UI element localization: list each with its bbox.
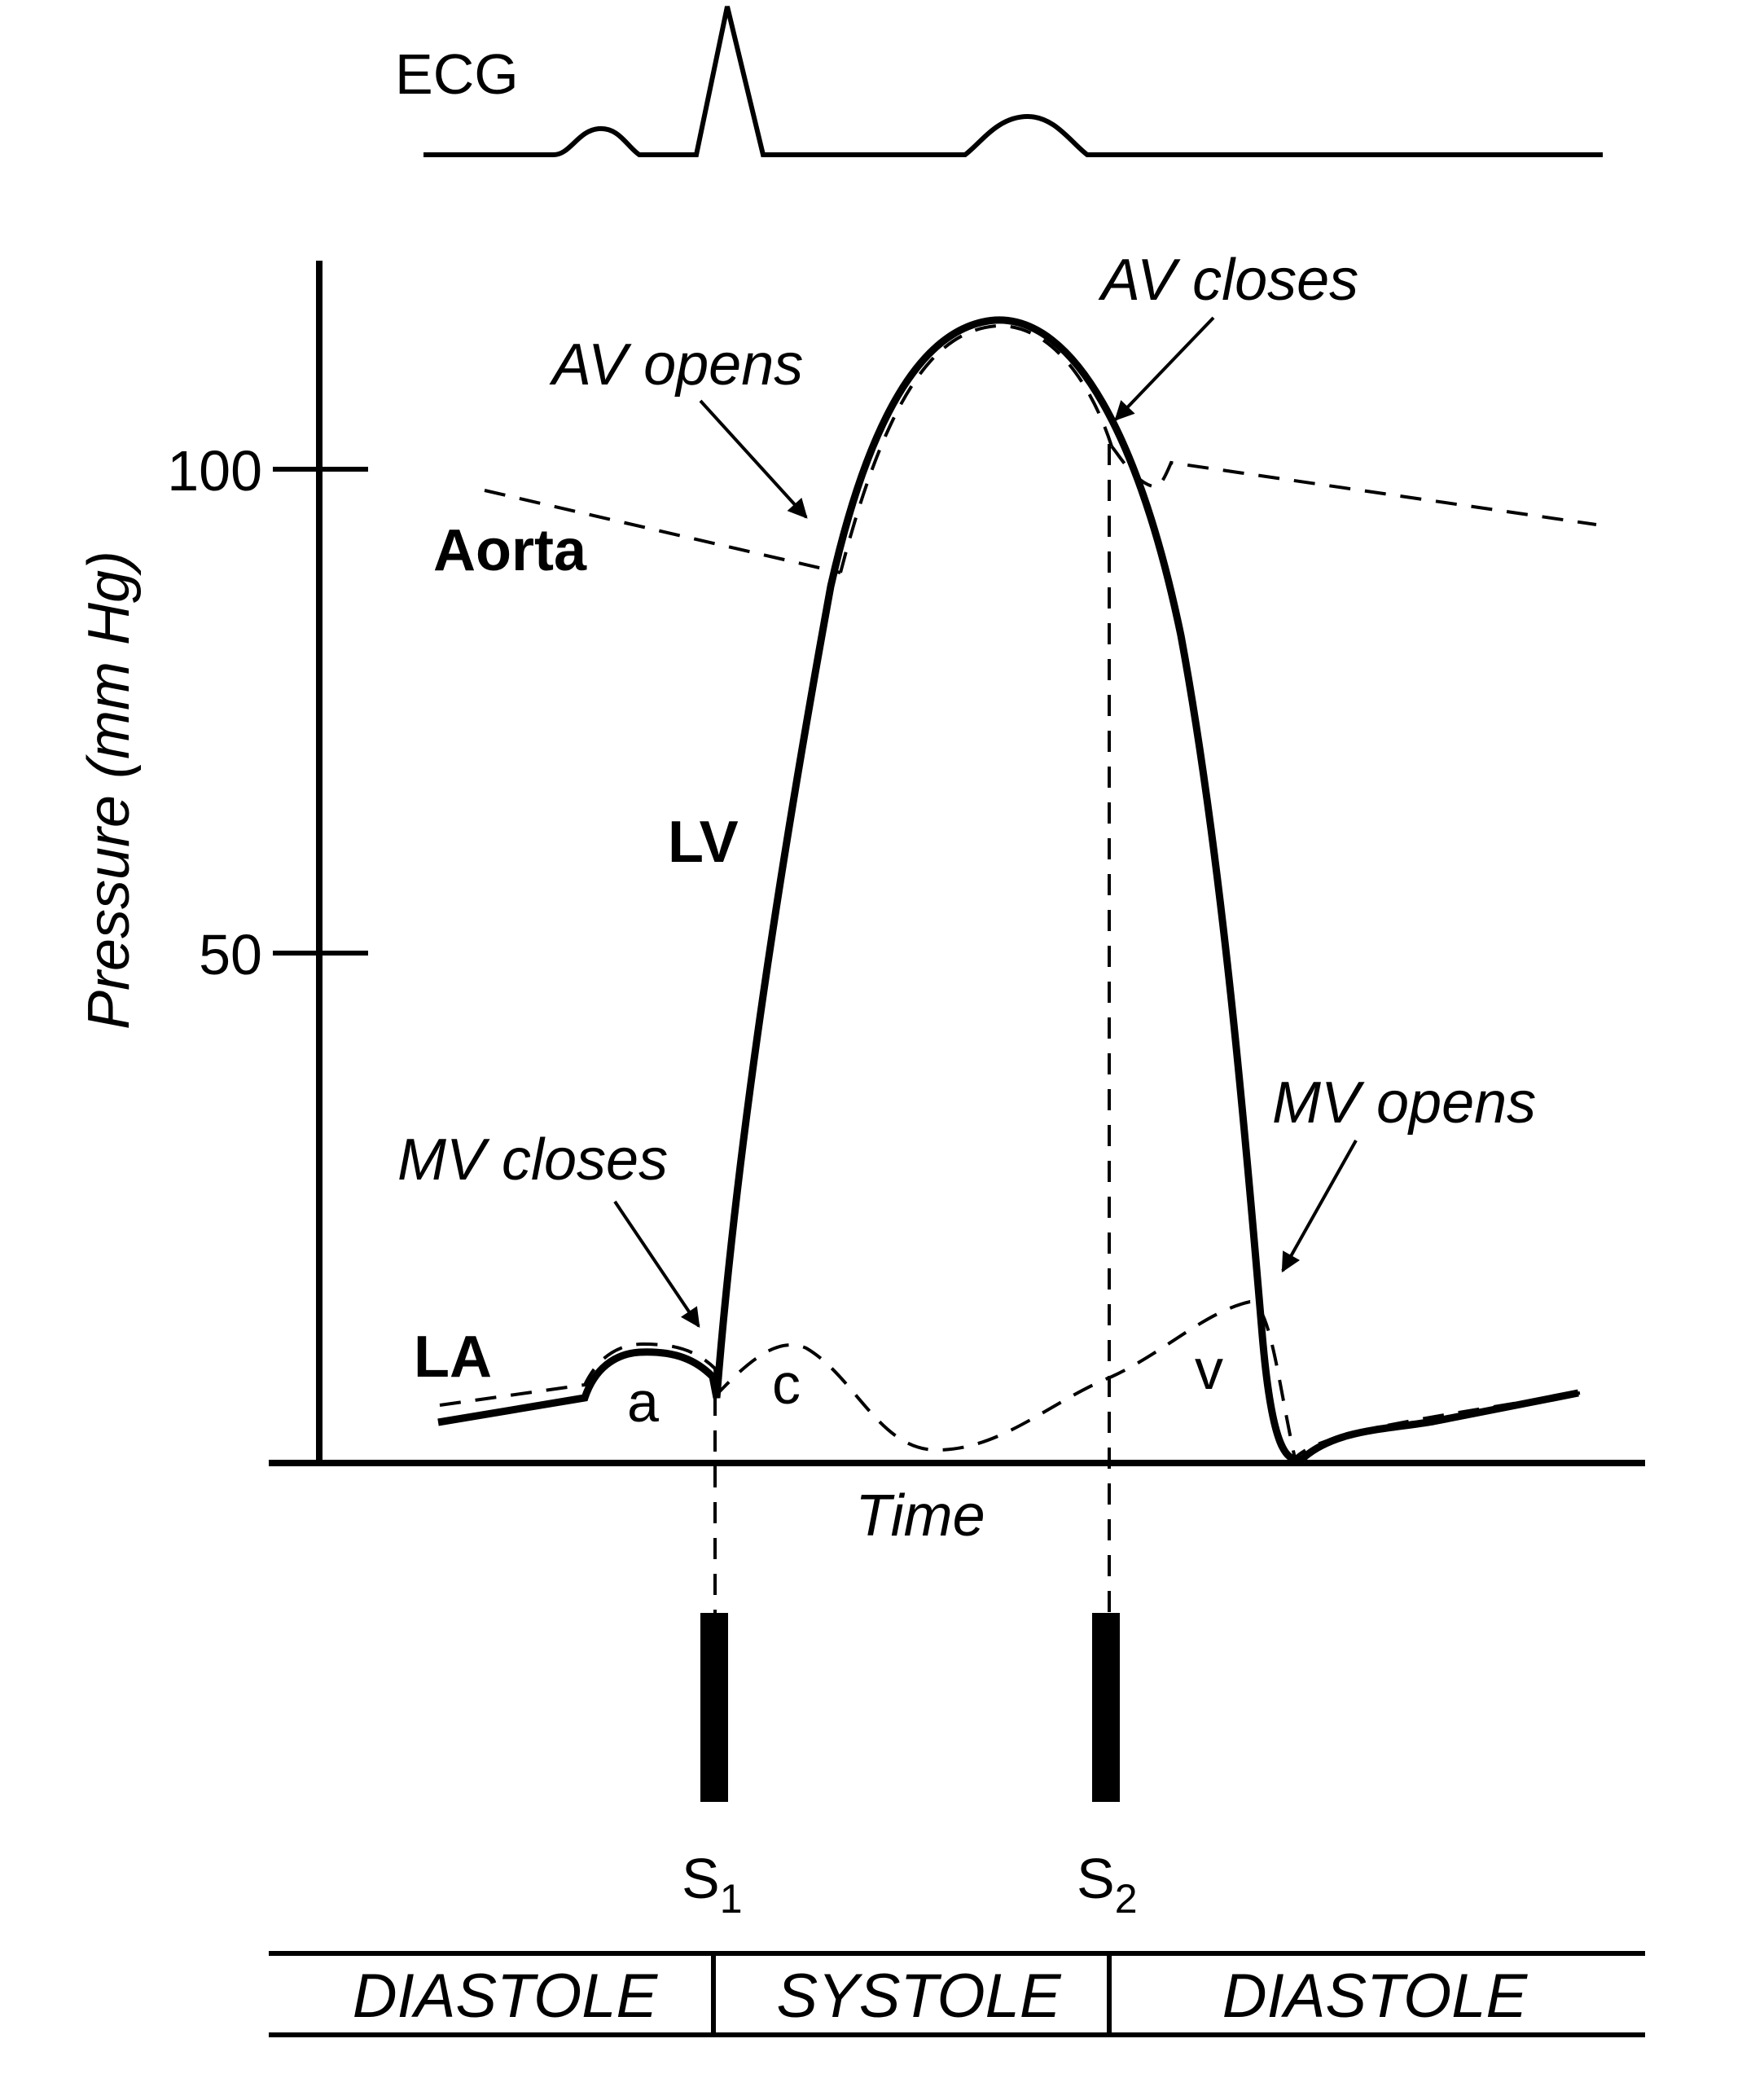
y-axis-title: Pressure (mm Hg): [77, 551, 142, 1030]
wave-v-label: v: [1195, 1338, 1223, 1401]
aorta-label: Aorta: [433, 518, 587, 583]
aorta-pressure-curve-post: [1110, 445, 1597, 526]
mv-closes-label: MV closes: [397, 1127, 668, 1193]
aortic-ejection-dashed: [839, 323, 1113, 573]
av-closes-label: AV closes: [1098, 248, 1358, 313]
mv-closes-arrow: [613, 1200, 700, 1328]
mv-opens-arrow: [1281, 1140, 1358, 1273]
phase-label-systole: SYSTOLE: [776, 1962, 1062, 2031]
lv-label: LV: [668, 810, 739, 875]
phase-label-diastole-late: DIASTOLE: [1222, 1962, 1529, 2031]
s2-label: S2: [1077, 1847, 1138, 1922]
s2-subscript: 2: [1115, 1876, 1138, 1922]
av-closes-arrow: [1114, 316, 1215, 421]
s2-sound-bar: [1092, 1613, 1120, 1802]
y-tick-label-100: 100: [167, 439, 262, 503]
lv-pressure-curve: [437, 316, 1579, 1464]
wave-c-label: c: [772, 1352, 801, 1416]
s2-letter: S: [1077, 1847, 1115, 1910]
s1-label: S1: [682, 1847, 743, 1922]
av-opens-arrow: [699, 399, 808, 519]
la-label: LA: [414, 1325, 492, 1390]
s1-sound-bar: [700, 1613, 728, 1802]
mv-opens-label: MV opens: [1272, 1070, 1536, 1136]
aorta-pressure-curve: [484, 489, 841, 574]
wave-a-label: a: [627, 1370, 659, 1434]
s1-letter: S: [682, 1847, 720, 1910]
ecg-label: ECG: [395, 42, 519, 106]
y-tick-label-50: 50: [199, 923, 262, 986]
s1-subscript: 1: [720, 1876, 743, 1922]
la-pressure-curve: [439, 1299, 1581, 1461]
x-axis-title: Time: [855, 1483, 985, 1549]
ecg-trace: [423, 6, 1603, 157]
av-opens-label: AV opens: [549, 332, 803, 398]
phase-label-diastole-early: DIASTOLE: [353, 1962, 659, 2031]
